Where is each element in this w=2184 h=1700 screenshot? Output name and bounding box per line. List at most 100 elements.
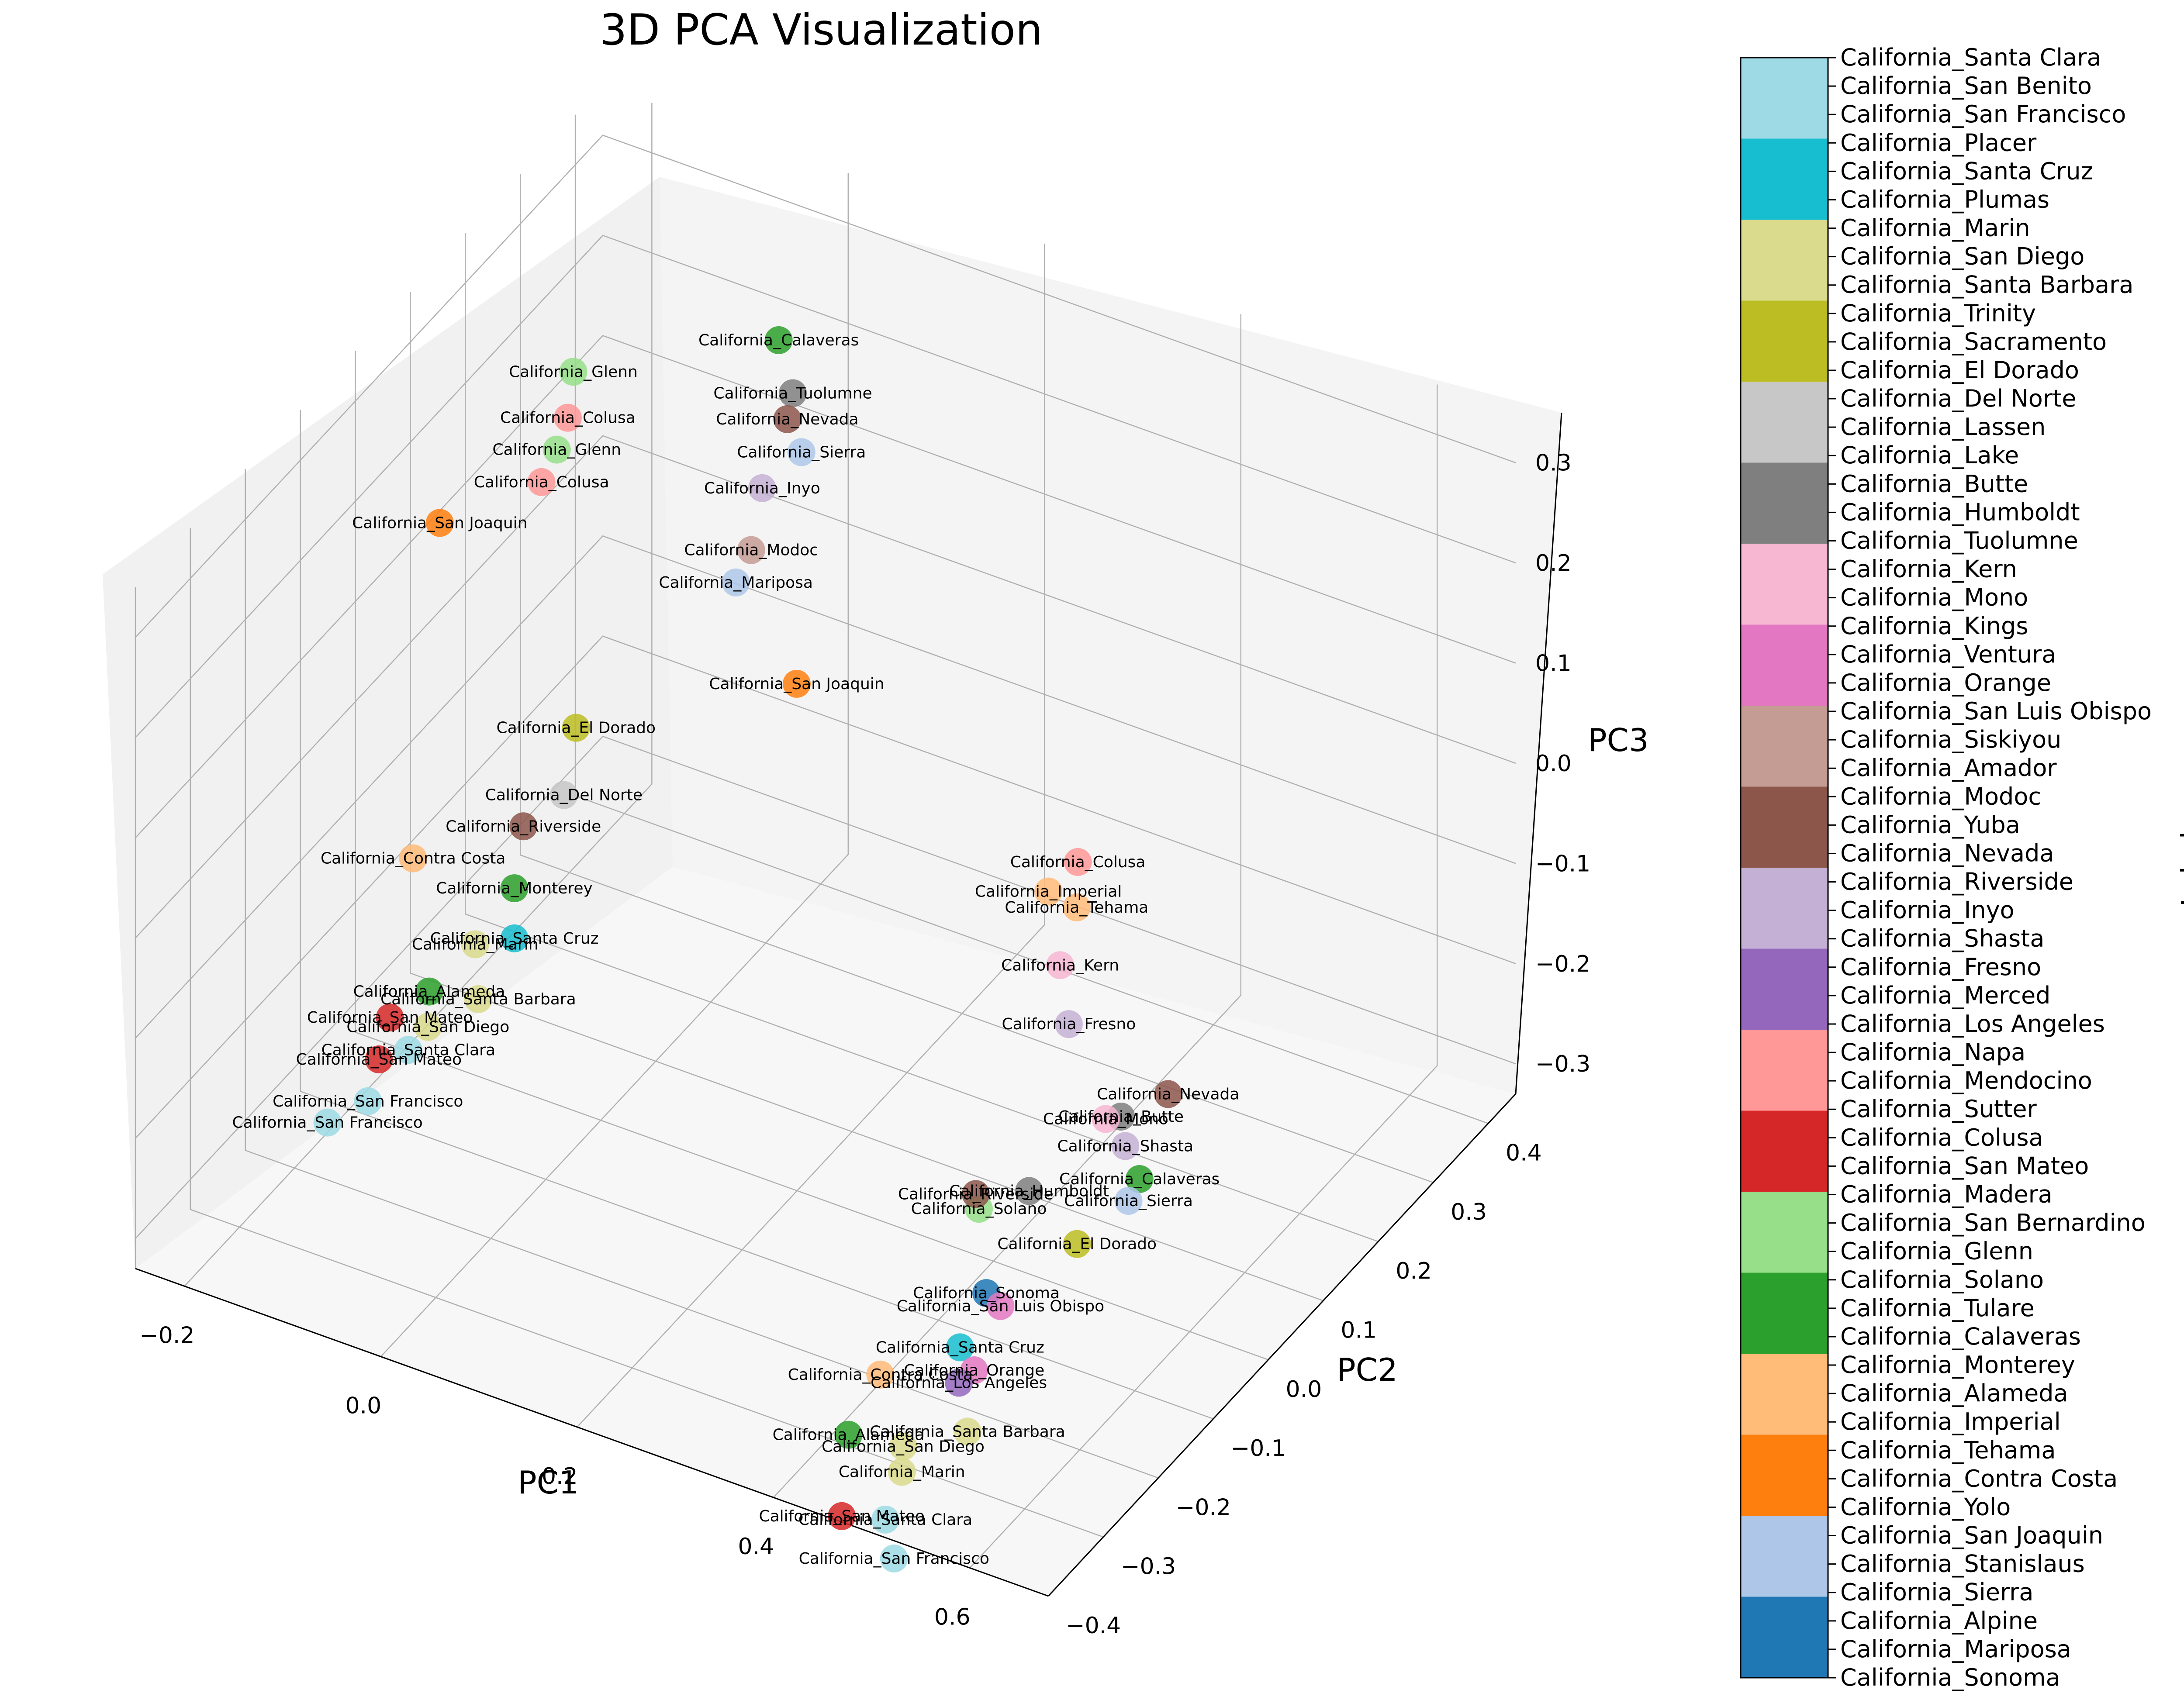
point-label: California_Colusa (500, 409, 636, 427)
scatter-point (888, 1458, 916, 1486)
point-label: California_San Mateo (307, 1009, 473, 1027)
point-label: California_Orange (904, 1362, 1044, 1379)
x-tick-label: −0.2 (139, 1322, 194, 1348)
x-axis-ticks: −0.2 0.0 0.2 0.4 0.6 (139, 1322, 970, 1630)
scatter-point (527, 468, 556, 496)
point-label: California_Santa Cruz (430, 930, 599, 948)
point-label: California_Nevada (716, 410, 858, 428)
point-label: California_Alameda (773, 1426, 925, 1444)
colorbar-tick-label: California_Sonoma (1840, 1664, 2060, 1691)
scatter-point (1063, 1230, 1091, 1258)
scatter-point (399, 844, 427, 872)
z-tick-label: 0.3 (1535, 450, 1572, 476)
colorbar-tick-label: California_Kern (1840, 555, 2017, 583)
colorbar-segment (1741, 706, 1828, 787)
scatter-point (1154, 1080, 1182, 1108)
point-label: California_Marin (839, 1463, 965, 1481)
colorbar-tick-label: California_Lake (1840, 441, 2019, 469)
z-tick-label: −0.2 (1535, 951, 1590, 977)
point-label: California_Alameda (353, 983, 505, 1001)
scatter-point (787, 438, 816, 466)
scatter-point (961, 1180, 990, 1208)
scatter-point (1125, 1165, 1154, 1193)
scatter-point (946, 1333, 974, 1362)
x-tick-label: 0.4 (738, 1534, 774, 1560)
point-label: California_Riverside (446, 817, 601, 835)
point-labels: California_Calaveras California_Tuolumne C… (232, 331, 1240, 1568)
colorbar-segment (1741, 1110, 1828, 1192)
x-tick-label: 0.0 (345, 1393, 381, 1419)
point-label: California_San Mateo (759, 1507, 925, 1525)
z-axis-label: PC3 (1588, 722, 1649, 759)
point-label: California_Butte (1058, 1108, 1184, 1126)
point-label: California_San Francisco (799, 1550, 989, 1568)
colorbar-tick-label: California_Marin (1840, 214, 2030, 242)
scatter-point (737, 536, 765, 564)
point-label: California_Tuolumne (713, 384, 872, 402)
point-label: California_Marin (412, 935, 539, 953)
colorbar-tick-label: California_San Mateo (1840, 1152, 2089, 1179)
point-label: California_Contra Costa (321, 850, 505, 868)
y-tick-label: 0.2 (1396, 1258, 1432, 1284)
colorbar-tick-label: California_San Diego (1840, 243, 2084, 270)
colorbar-tick-label: California_Kings (1840, 612, 2028, 640)
point-label: California_Santa Clara (321, 1041, 495, 1059)
colorbar-tick-label: California_Glenn (1840, 1238, 2033, 1265)
scatter-point (953, 1417, 981, 1446)
axis-edges (135, 412, 1562, 1597)
point-label: California_Mono (1043, 1110, 1168, 1128)
scatter-point (1062, 893, 1091, 921)
point-label: California_Santa Cruz (876, 1338, 1044, 1356)
scatter-point (945, 1369, 973, 1397)
point-label: California_San Joaquin (709, 675, 884, 693)
colorbar-segment (1741, 58, 1828, 139)
point-label: California_San Francisco (273, 1093, 463, 1110)
colorbar-segment (1741, 1434, 1828, 1516)
y-tick-label: 0.0 (1286, 1376, 1322, 1403)
colorbar-tick-label: California_Santa Cruz (1840, 157, 2093, 185)
colorbar-tick-label: California_Sutter (1840, 1095, 2037, 1123)
scatter-point (871, 1505, 899, 1534)
colorbar-tick-label: California_Siskiyou (1840, 726, 2061, 753)
colorbar-tick-label: California_Plumas (1840, 186, 2049, 213)
colorbar-tick-label: California_San Francisco (1840, 100, 2126, 128)
colorbar-tick-label: California_Mariposa (1840, 1635, 2071, 1663)
y-tick-label: 0.1 (1341, 1317, 1377, 1344)
point-label: California_Nevada (1097, 1085, 1239, 1103)
point-label: California_Tehama (1005, 899, 1148, 917)
colorbar-segment (1741, 544, 1828, 625)
colorbar-tick-label: California_Riverside (1840, 868, 2073, 896)
scatter-point (313, 1108, 342, 1137)
scatter-point (365, 1045, 393, 1073)
colorbar-tick-label: California_Inyo (1840, 897, 2015, 924)
colorbar-tick-label: California_Mendocino (1840, 1067, 2092, 1094)
point-label: California_Sonoma (913, 1284, 1060, 1302)
colorbar-segment (1741, 1597, 1828, 1678)
colorbar-tick-label: California_San Benito (1840, 72, 2092, 100)
point-label: California_Humboldt (949, 1182, 1109, 1200)
colorbar-tick-label: California_Mono (1840, 584, 2028, 611)
point-label: California_Santa Barbara (870, 1423, 1065, 1441)
point-label: California_Colusa (1010, 853, 1146, 871)
colorbar-tick-label: California_Tuolumne (1840, 527, 2078, 554)
colorbar-segment (1741, 1516, 1828, 1597)
scatter-point (1034, 877, 1063, 906)
y-tick-label: −0.3 (1121, 1554, 1176, 1580)
colorbar-tick-label: California_Contra Costa (1840, 1465, 2118, 1492)
point-label: California_San Francisco (232, 1114, 423, 1132)
y-tick-label: −0.1 (1231, 1435, 1286, 1462)
colorbar-tick-label: California_Los Angeles (1840, 1010, 2105, 1038)
scatter-point (748, 474, 776, 502)
colorbar-tick-label: California_Santa Clara (1840, 44, 2101, 71)
scatter-point (543, 435, 571, 464)
point-label: California_Monterey (436, 879, 593, 897)
scatter-point (354, 1087, 382, 1115)
scatter-points (313, 326, 1182, 1572)
floor-pane (135, 867, 1516, 1596)
scatter-point (889, 1432, 917, 1461)
x-tick-label: 0.2 (542, 1463, 578, 1490)
point-label: California_Modoc (684, 541, 818, 559)
scatter-point (500, 924, 529, 952)
point-label: California_Riverside (898, 1185, 1054, 1203)
point-label: California_Santa Clara (798, 1511, 972, 1529)
